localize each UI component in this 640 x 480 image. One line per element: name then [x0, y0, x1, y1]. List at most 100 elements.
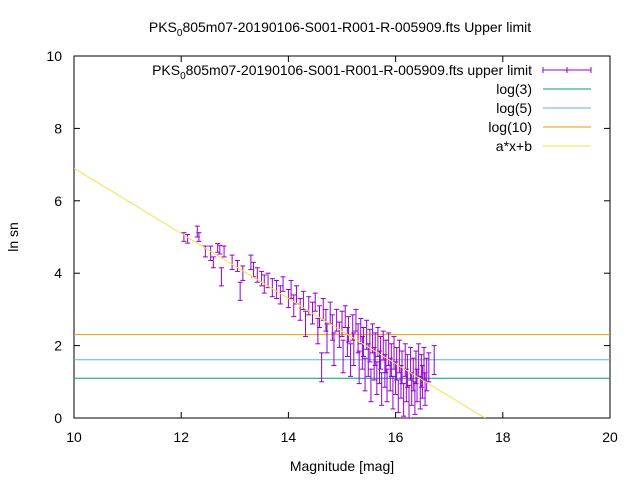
x-tick-label: 18 — [495, 429, 511, 445]
data-point — [413, 350, 419, 385]
legend-entry: log(3) — [496, 81, 591, 97]
threshold-lines — [74, 334, 610, 379]
legend-label: log(5) — [496, 100, 532, 116]
data-point — [368, 368, 374, 403]
fit-line-segment — [74, 167, 486, 418]
legend-entry: PKS0805m07-20190106-S001-R001-R-005909.f… — [152, 62, 592, 82]
y-tick-label: 10 — [46, 48, 62, 64]
legend-label: PKS0805m07-20190106-S001-R001-R-005909.f… — [152, 62, 532, 82]
data-point — [240, 265, 246, 281]
plot-area — [74, 167, 610, 418]
x-axis: 10 12 14 16 18 20 — [66, 56, 618, 445]
data-point — [359, 336, 365, 370]
x-tick-label: 14 — [281, 429, 297, 445]
legend: PKS0805m07-20190106-S001-R001-R-005909.f… — [152, 62, 592, 154]
data-point — [269, 278, 275, 298]
y-tick-label: 8 — [54, 120, 62, 136]
data-point — [418, 354, 424, 388]
chart-title-suffix: 805m07-20190106-S001-R001-R-005909.fts U… — [182, 19, 531, 35]
data-point — [300, 290, 306, 310]
data-point — [339, 310, 345, 338]
x-tick-label: 20 — [602, 429, 618, 445]
data-point — [237, 281, 243, 301]
data-point — [356, 350, 362, 385]
legend-entry: log(5) — [496, 100, 591, 116]
data-point — [372, 332, 378, 367]
data-point — [312, 292, 318, 312]
svg-text:PKS0805m07-20190106-S001-R001-: PKS0805m07-20190106-S001-R001-R-005909.f… — [149, 19, 531, 39]
data-point — [324, 323, 330, 354]
data-point — [360, 327, 366, 357]
data-point — [367, 328, 373, 363]
x-tick-label: 16 — [388, 429, 404, 445]
data-point — [303, 310, 309, 338]
data-point — [208, 245, 214, 262]
data-point — [336, 321, 342, 348]
data-point — [378, 336, 384, 370]
data-point — [291, 294, 297, 318]
data-point — [348, 343, 354, 377]
legend-label: a*x+b — [496, 138, 532, 154]
data-point — [406, 384, 412, 418]
legend-label: log(10) — [488, 119, 532, 135]
chart-title: PKS0805m07-20190106-S001-R001-R-005909.f… — [149, 19, 531, 39]
data-point — [374, 361, 380, 395]
data-point — [221, 245, 227, 258]
data-point — [431, 345, 437, 376]
data-point — [196, 232, 202, 242]
data-point — [323, 308, 329, 332]
y-axis: 0 2 4 6 8 10 — [46, 48, 610, 426]
data-point — [288, 279, 294, 300]
legend-label-subscript: 0 — [180, 71, 186, 82]
data-point — [384, 368, 390, 403]
data-point — [229, 254, 235, 271]
data-point — [234, 260, 240, 272]
data-point — [218, 267, 224, 287]
data-point — [316, 305, 322, 328]
legend-entry: a*x+b — [496, 138, 591, 154]
y-tick-label: 0 — [54, 410, 62, 426]
data-point — [426, 352, 432, 383]
legend-label: log(3) — [496, 81, 532, 97]
legend-label-suffix: 805m07-20190106-S001-R001-R-005909.fts u… — [186, 62, 532, 78]
data-point — [362, 357, 368, 392]
chart-title-prefix: PKS — [149, 19, 177, 35]
data-point — [401, 383, 407, 417]
data-point — [350, 314, 356, 341]
data-point — [210, 256, 216, 269]
x-tick-label: 12 — [173, 429, 189, 445]
fit-line — [74, 167, 486, 418]
data-point — [185, 233, 191, 244]
legend-entry: log(10) — [488, 119, 591, 135]
data-point — [319, 352, 325, 383]
data-point — [217, 244, 223, 255]
y-tick-label: 2 — [54, 338, 62, 354]
data-point — [277, 285, 283, 305]
data-point — [340, 339, 346, 374]
data-point — [390, 375, 396, 410]
data-point — [355, 323, 361, 354]
y-axis-label: ln sn — [5, 222, 21, 252]
data-point — [395, 379, 401, 414]
x-tick-label: 10 — [66, 429, 82, 445]
y-tick-label: 6 — [54, 193, 62, 209]
legend-label-prefix: PKS — [152, 62, 180, 78]
data-point — [297, 298, 303, 321]
chart-title-subscript: 0 — [177, 28, 183, 39]
data-point — [181, 232, 187, 242]
x-axis-label: Magnitude [mag] — [290, 458, 394, 474]
data-point — [379, 372, 385, 406]
data-point — [408, 346, 414, 381]
data-point — [248, 254, 254, 271]
data-point — [387, 357, 393, 392]
data-point — [331, 332, 337, 367]
data-point — [371, 346, 377, 381]
y-tick-label: 4 — [54, 265, 62, 281]
data-point — [393, 361, 399, 395]
data-point — [280, 276, 286, 292]
plot-frame — [73, 55, 611, 419]
data-point — [259, 270, 265, 287]
data-point — [345, 316, 351, 343]
data-point — [306, 296, 312, 316]
